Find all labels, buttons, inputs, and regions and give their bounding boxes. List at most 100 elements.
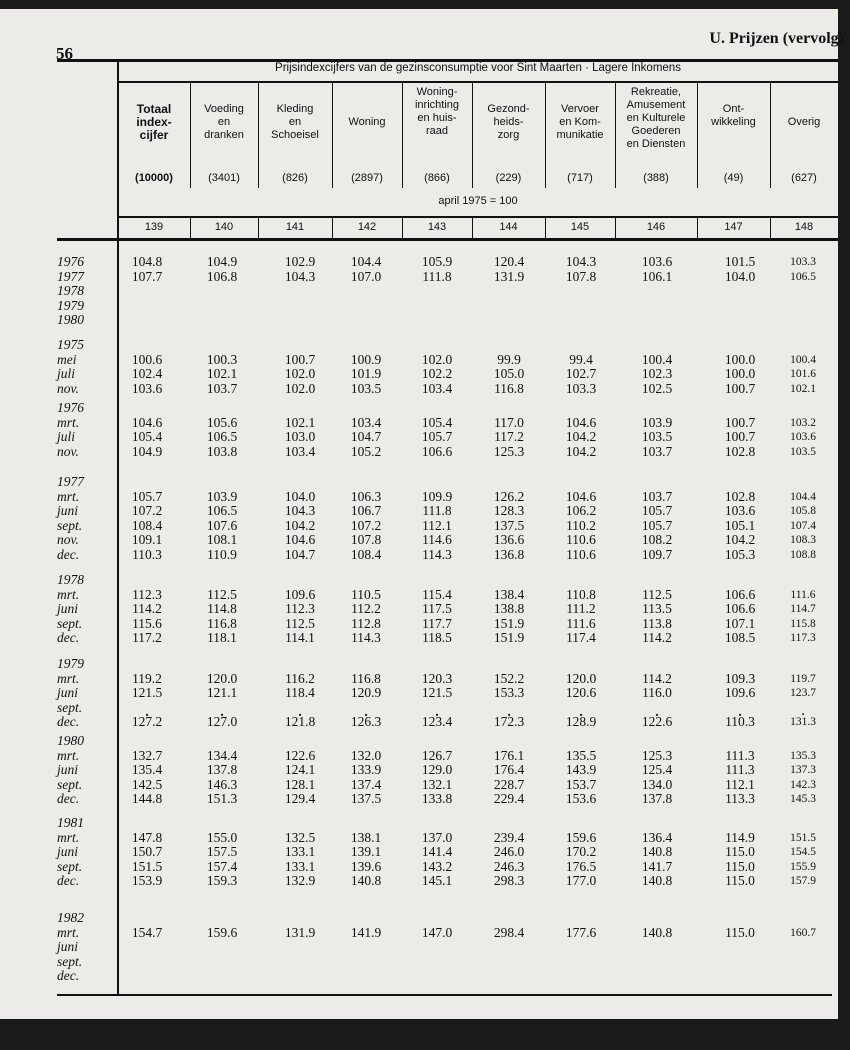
table-cell: 142.5	[131, 776, 163, 792]
table-cell: 157.5	[206, 844, 238, 860]
row-label: juni	[57, 844, 79, 860]
table-cell: 141.7	[641, 858, 673, 874]
row-label: juni	[57, 939, 79, 955]
table-cell: 120.0	[565, 670, 597, 686]
table-cell: 104.6	[284, 532, 316, 548]
column-header: Totaal index- cijfer	[136, 102, 172, 142]
table-cell: 154.7	[131, 924, 163, 940]
table-cell: 157.4	[206, 858, 238, 874]
table-cell: 120.0	[206, 670, 238, 686]
code-divider	[332, 217, 333, 238]
table-cell: 176.5	[565, 858, 597, 874]
table-cell: 100.3	[206, 351, 238, 367]
table-cell: 102.0	[421, 351, 453, 367]
table-cell: 108.3	[790, 534, 816, 547]
table-cell: 107.7	[131, 268, 163, 284]
group-year-label: 1978	[57, 572, 84, 587]
table-cell: 111.6	[790, 588, 816, 601]
table-cell: 145.1	[421, 873, 453, 889]
table-cell: 100.9	[350, 351, 382, 367]
table-cell: 103.0	[284, 429, 316, 445]
table-cell: 105.3	[724, 547, 756, 562]
table-cell: 103.3	[790, 256, 816, 268]
table-cell: 134.4	[206, 747, 238, 763]
table-cell: 125.3	[493, 443, 525, 459]
code-divider	[258, 217, 259, 238]
table-cell: 151.5	[790, 831, 816, 844]
table-cell: .	[220, 703, 224, 719]
table-cell: 124.1	[284, 762, 316, 778]
table-cell: 115.0	[725, 924, 755, 940]
code-divider	[770, 217, 771, 238]
column-divider	[770, 82, 771, 188]
section-title: U. Prijzen (vervolg)	[709, 30, 844, 47]
column-header: Rekreatie, Amusement en Kulturele Goeder…	[626, 86, 686, 150]
table-cell: 110.2	[566, 517, 596, 533]
table-cell: 126.2	[493, 488, 525, 504]
table-cell: 119.7	[790, 672, 816, 685]
table-cell: 137.5	[493, 517, 525, 533]
table-cell: 103.4	[421, 380, 453, 396]
table-cell: 104.3	[284, 268, 316, 284]
table-cell: .	[435, 703, 439, 719]
table-cell: 100.4	[641, 351, 673, 367]
table-cell: 100.7	[724, 429, 756, 445]
table-cell: 110.8	[566, 586, 596, 602]
group-year-label: 1982	[57, 910, 84, 925]
table-cell: 229.4	[493, 791, 525, 807]
row-label: 1978	[57, 283, 84, 299]
table-cell: 116.8	[207, 615, 237, 631]
table-cell: 104.9	[131, 443, 163, 459]
column-divider	[545, 82, 546, 188]
table-cell: 139.1	[350, 844, 382, 860]
table-cell: 143.2	[421, 858, 453, 874]
column-weight: (49)	[723, 172, 744, 184]
table-cell: 154.5	[790, 846, 816, 859]
table-cell: 114.7	[790, 603, 816, 616]
row-label: sept.	[57, 858, 83, 874]
table-cell: 140.8	[641, 924, 673, 940]
code-divider	[545, 217, 546, 238]
table-cell: 102.7	[565, 366, 597, 382]
table-cell: 112.1	[422, 517, 452, 533]
column-code: 148	[794, 221, 814, 233]
table-cell: 133.9	[350, 762, 382, 778]
table-cell: 137.8	[641, 791, 673, 807]
table-cell: 113.5	[642, 601, 672, 617]
table-cell: 123.7	[790, 687, 816, 700]
table-cell: 103.7	[206, 380, 238, 396]
table-cell: 133.1	[284, 858, 316, 874]
row-label: dec.	[57, 630, 80, 646]
top-rule	[57, 59, 838, 62]
table-cell: 114.2	[132, 601, 162, 617]
column-divider	[615, 82, 616, 188]
table-cell: 129.4	[284, 791, 316, 807]
table-cell: 100.0	[724, 351, 756, 367]
table-cell: 119.2	[132, 670, 162, 686]
table-cell: 106.5	[790, 270, 816, 283]
title-rule	[118, 81, 838, 83]
table-cell: 133.1	[284, 844, 316, 860]
table-cell: 159.6	[206, 924, 238, 940]
column-weight: (388)	[643, 172, 669, 184]
table-cell: 104.7	[284, 547, 316, 562]
table-cell: 103.8	[206, 443, 238, 459]
table-cell: 132.9	[284, 873, 316, 889]
row-label: mrt.	[57, 488, 80, 504]
table-cell: 115.8	[790, 617, 816, 630]
table-cell: 104.2	[565, 429, 597, 445]
row-label: mei	[57, 351, 77, 367]
table-cell: 153.3	[493, 685, 525, 701]
table-cell: 137.8	[206, 762, 238, 778]
table-cell: 100.0	[724, 366, 756, 382]
column-code: 145	[570, 221, 590, 233]
table-cell: 134.0	[641, 776, 673, 792]
table-cell: 112.5	[642, 586, 672, 602]
table-cell: 104.7	[350, 429, 382, 445]
table-cell: 120.9	[350, 685, 382, 701]
table-cell: 132.5	[284, 829, 316, 845]
row-label: 1976	[57, 254, 84, 269]
table-cell: 104.6	[565, 488, 597, 504]
code-row-top-rule	[118, 216, 838, 218]
base-note: april 1975 = 100	[438, 195, 518, 207]
